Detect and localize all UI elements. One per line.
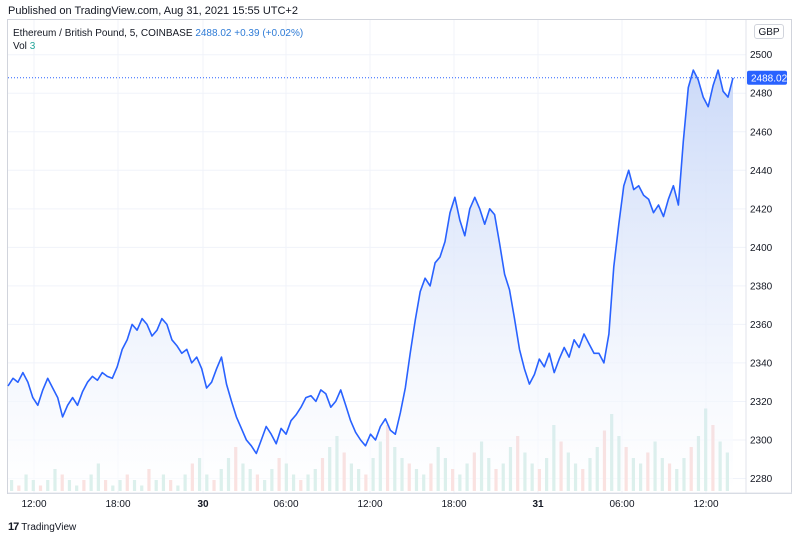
x-tick-label: 31: [532, 499, 544, 510]
price-area-fill: [8, 70, 733, 491]
y-tick-label: 2440: [750, 166, 773, 177]
y-tick-label: 2380: [750, 281, 773, 292]
last-price-label: 2488.02: [751, 73, 788, 84]
last-price-box: [747, 70, 787, 85]
y-tick-label: 2300: [750, 435, 773, 446]
y-tick-label: 2420: [750, 204, 773, 215]
y-tick-label: 2500: [750, 50, 773, 61]
published-caption: Published on TradingView.com, Aug 31, 20…: [8, 5, 298, 17]
price-line: [7, 69, 734, 455]
chart-legend: Ethereum / British Pound, 5, COINBASE 24…: [13, 27, 303, 53]
price-change: +0.39 (+0.02%): [234, 28, 304, 39]
tradingview-logo-icon: 17: [8, 521, 19, 533]
last-price: 2488.02: [195, 28, 232, 39]
symbol-description: Ethereum / British Pound, 5, COINBASE: [13, 28, 193, 39]
volume-label: Vol: [13, 41, 27, 52]
currency-button[interactable]: GBP: [754, 24, 784, 39]
x-tick-label: 18:00: [441, 499, 466, 510]
x-tick-label: 06:00: [609, 499, 634, 510]
x-tick-label: 12:00: [21, 499, 46, 510]
x-tick-label: 12:00: [357, 499, 382, 510]
brand-name: TradingView: [21, 521, 77, 533]
y-tick-label: 2340: [750, 358, 773, 369]
tradingview-brand[interactable]: 17 TradingView: [8, 521, 76, 533]
y-tick-label: 2320: [750, 397, 773, 408]
x-tick-label: 12:00: [693, 499, 718, 510]
y-tick-label: 2280: [750, 474, 773, 485]
x-tick-label: 30: [197, 499, 209, 510]
x-tick-label: 18:00: [105, 499, 130, 510]
x-tick-label: 06:00: [273, 499, 298, 510]
y-tick-label: 2360: [750, 320, 773, 331]
volume-value: 3: [29, 41, 36, 52]
y-tick-label: 2460: [750, 127, 773, 138]
y-tick-label: 2400: [750, 243, 773, 254]
y-tick-label: 2480: [750, 89, 773, 100]
